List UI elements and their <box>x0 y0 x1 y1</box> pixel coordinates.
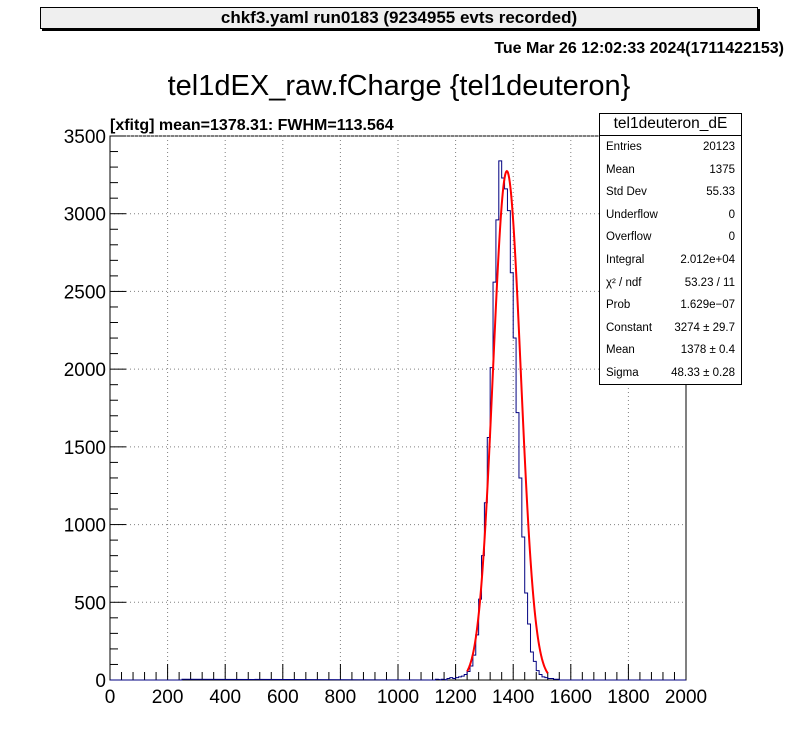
stats-label: Sigma <box>606 366 639 379</box>
y-tick-label: 1500 <box>64 438 106 459</box>
datetime-label: Tue Mar 26 12:02:33 2024(1711422153) <box>494 40 784 57</box>
stats-label: Prob <box>606 299 631 312</box>
y-tick-label: 1000 <box>64 516 106 537</box>
x-tick-label: 1800 <box>607 687 649 708</box>
histogram-line <box>110 160 686 681</box>
y-tick-label: 3000 <box>64 205 106 226</box>
stats-label: χ² / ndf <box>606 276 642 289</box>
stats-label: Entries <box>606 141 642 153</box>
x-tick-label: 1600 <box>550 687 592 708</box>
x-tick-label: 1200 <box>434 687 476 708</box>
y-tick-label: 2500 <box>64 282 106 303</box>
stats-label: Std Dev <box>606 186 647 199</box>
stats-value: 53.23 / 11 <box>684 276 735 289</box>
x-tick-label: 200 <box>152 687 184 708</box>
stats-value: 55.33 <box>706 186 735 199</box>
stats-value: 20123 <box>703 141 735 153</box>
stats-value: 48.33 ± 0.28 <box>671 366 735 379</box>
stats-label: Integral <box>606 253 645 266</box>
run-header: chkf3.yaml run0183 (9234955 evts recorde… <box>40 7 758 29</box>
stats-label: Constant <box>606 321 653 334</box>
stats-value: 0 <box>728 231 735 244</box>
x-tick-label: 1400 <box>492 687 534 708</box>
y-tick-label: 500 <box>74 593 106 614</box>
x-tick-label: 400 <box>209 687 241 708</box>
x-tick-label: 1000 <box>377 687 419 708</box>
stats-row: Mean 1375 <box>600 159 741 182</box>
stats-row: Integral 2.012e+04 <box>600 249 741 272</box>
stats-row: Overflow 0 <box>600 226 741 249</box>
y-tick-label: 2000 <box>64 360 106 381</box>
stats-row: Constant 3274 ± 29.7 <box>600 317 741 340</box>
x-tick-label: 600 <box>267 687 299 708</box>
stats-row: Prob 1.629e−07 <box>600 294 741 317</box>
stats-value: 3274 ± 29.7 <box>674 321 735 334</box>
stats-row: Entries 20123 <box>600 136 741 159</box>
run-header-title: chkf3.yaml run0183 (9234955 evts recorde… <box>220 8 578 27</box>
stats-value: 1378 ± 0.4 <box>680 344 735 357</box>
stats-label: Underflow <box>606 208 658 221</box>
stats-row: Sigma 48.33 ± 0.28 <box>600 362 741 385</box>
stats-title: tel1deuteron_dE <box>600 114 741 136</box>
x-tick-label: 0 <box>105 687 116 708</box>
gaussian-fit-curve <box>466 169 549 674</box>
stats-row: Mean 1378 ± 0.4 <box>600 339 741 362</box>
stats-label: Mean <box>606 163 635 176</box>
histogram-title: tel1dEX_raw.fCharge {tel1deuteron} <box>167 70 631 102</box>
stats-row: χ² / ndf 53.23 / 11 <box>600 272 741 295</box>
stats-value: 2.012e+04 <box>680 253 735 266</box>
y-tick-label: 0 <box>95 671 106 692</box>
stats-value: 0 <box>728 208 735 221</box>
y-tick-label: 3500 <box>64 127 106 148</box>
stats-row: Std Dev 55.33 <box>600 181 741 204</box>
stats-row: Underflow 0 <box>600 204 741 227</box>
fit-label: [xfitg] mean=1378.31: FWHM=113.564 <box>110 117 394 134</box>
x-tick-label: 800 <box>325 687 357 708</box>
stats-value: 1375 <box>709 163 735 176</box>
stats-label: Overflow <box>606 231 652 244</box>
stats-label: Mean <box>606 344 635 357</box>
stats-box: tel1deuteron_dE Entries 20123 Mean 1375 Std … <box>599 113 742 385</box>
stats-value: 1.629e−07 <box>680 299 735 312</box>
x-tick-label: 2000 <box>665 687 707 708</box>
